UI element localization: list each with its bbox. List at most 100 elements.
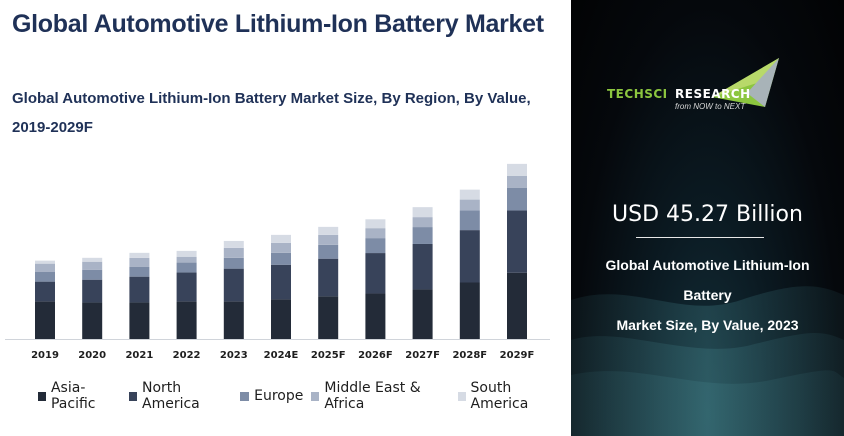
bar-north-america-2019 bbox=[35, 281, 55, 302]
x-tick-label: 2027F bbox=[405, 350, 440, 361]
bar-middle-east-africa-2028f bbox=[459, 199, 480, 211]
legend-item-europe: Europe bbox=[240, 388, 303, 404]
bar-south-america-2028f bbox=[459, 189, 480, 200]
bar-europe-2020 bbox=[82, 269, 103, 280]
logo-techsci-text: TECHSCI bbox=[607, 87, 668, 101]
legend-swatch bbox=[38, 391, 46, 401]
bar-north-america-2029f bbox=[507, 210, 527, 273]
market-description: Global Automotive Lithium-Ion Battery Ma… bbox=[571, 250, 844, 340]
bar-middle-east-africa-2026f bbox=[365, 228, 386, 239]
bar-south-america-2024e bbox=[271, 234, 291, 243]
logo-swoosh-icon bbox=[712, 58, 779, 107]
bar-south-america-2019 bbox=[35, 260, 55, 264]
bar-middle-east-africa-2025f bbox=[318, 234, 339, 245]
bar-europe-2024e bbox=[271, 252, 291, 265]
x-tick-label: 2022 bbox=[173, 350, 201, 361]
legend-item-north-america: North America bbox=[129, 380, 232, 412]
x-tick-label: 2019 bbox=[31, 350, 59, 361]
subtitle-line-1: Global Automotive Lithium-Ion Battery Ma… bbox=[12, 90, 531, 107]
legend-label: Middle East & Africa bbox=[324, 380, 421, 412]
bar-stack-2022 bbox=[176, 250, 197, 339]
x-tick-label: 2024E bbox=[264, 350, 299, 361]
bar-asia-pacific-2026f bbox=[365, 293, 386, 339]
bar-middle-east-africa-2022 bbox=[176, 256, 197, 263]
desc-line-3: Market Size, By Value, 2023 bbox=[616, 317, 799, 333]
bar-asia-pacific-2029f bbox=[507, 272, 527, 339]
legend-swatch bbox=[457, 391, 466, 401]
bar-asia-pacific-2025f bbox=[318, 296, 339, 339]
subtitle-line-2: 2019-2029F bbox=[12, 119, 93, 136]
legend-swatch bbox=[240, 391, 250, 401]
bar-stack-2025f bbox=[318, 226, 339, 339]
bar-north-america-2021 bbox=[129, 276, 150, 303]
bar-south-america-2023 bbox=[223, 240, 244, 248]
bar-north-america-2020 bbox=[82, 279, 103, 303]
page-title: Global Automotive Lithium-Ion Battery Ma… bbox=[12, 10, 544, 38]
bar-south-america-2020 bbox=[82, 257, 103, 262]
legend-item-asia-pacific: Asia-Pacific bbox=[38, 380, 121, 412]
x-tick-label: 2029F bbox=[500, 350, 535, 361]
bar-stack-2021 bbox=[129, 252, 150, 339]
bar-europe-2023 bbox=[223, 257, 244, 269]
bar-stack-2028f bbox=[459, 189, 480, 339]
bar-asia-pacific-2023 bbox=[223, 301, 244, 339]
legend-swatch bbox=[129, 391, 138, 401]
bar-south-america-2026f bbox=[365, 219, 386, 229]
bar-south-america-2027f bbox=[412, 207, 433, 218]
bar-asia-pacific-2027f bbox=[412, 289, 433, 339]
bar-north-america-2024e bbox=[271, 264, 291, 300]
bar-middle-east-africa-2027f bbox=[412, 217, 433, 228]
legend-swatch bbox=[311, 391, 320, 401]
bar-stack-2024e bbox=[271, 234, 291, 339]
bar-europe-2022 bbox=[176, 262, 197, 273]
bar-north-america-2023 bbox=[223, 268, 244, 302]
chart-legend: Asia-Pacific North America Europe Middle Ea… bbox=[38, 380, 570, 412]
bar-middle-east-africa-2023 bbox=[223, 247, 244, 258]
legend-label: North America bbox=[142, 380, 200, 412]
x-tick-label: 2025F bbox=[311, 350, 346, 361]
wave-background bbox=[571, 286, 844, 436]
legend-label: Asia-Pacific bbox=[50, 380, 96, 412]
legend-item-south-america: South America bbox=[457, 380, 562, 412]
bar-stack-2027f bbox=[412, 207, 433, 339]
chart-subtitle: Global Automotive Lithium-Ion Battery Ma… bbox=[12, 84, 552, 142]
x-tick-label: 2028F bbox=[452, 350, 487, 361]
bar-stack-2026f bbox=[365, 219, 386, 339]
x-tick-label: 2020 bbox=[78, 350, 106, 361]
bar-asia-pacific-2020 bbox=[82, 302, 103, 339]
bar-south-america-2021 bbox=[129, 252, 150, 258]
x-tick-label: 2023 bbox=[220, 350, 248, 361]
bar-middle-east-africa-2019 bbox=[35, 263, 55, 272]
bar-north-america-2027f bbox=[412, 243, 433, 290]
bar-europe-2029f bbox=[507, 187, 527, 211]
legend-label: South America bbox=[470, 380, 529, 412]
legend-label: Europe bbox=[254, 388, 304, 404]
desc-line-1: Global Automotive Lithium-Ion bbox=[605, 257, 810, 273]
divider bbox=[636, 237, 764, 238]
bar-south-america-2025f bbox=[318, 226, 339, 235]
market-value: USD 45.27 Billion bbox=[612, 202, 803, 227]
summary-panel: TECHSCI RESEARCH from NOW to NEXT USD 45… bbox=[571, 0, 844, 436]
bar-middle-east-africa-2024e bbox=[271, 242, 291, 253]
bar-middle-east-africa-2020 bbox=[82, 261, 103, 270]
x-tick-label: 2026F bbox=[358, 350, 393, 361]
bar-europe-2021 bbox=[129, 266, 150, 277]
logo-research-text: RESEARCH bbox=[675, 87, 751, 101]
bar-stack-2029f bbox=[507, 163, 527, 339]
bar-europe-2026f bbox=[365, 238, 386, 254]
bar-asia-pacific-2022 bbox=[176, 301, 197, 339]
bar-south-america-2022 bbox=[176, 250, 197, 257]
bar-north-america-2026f bbox=[365, 253, 386, 294]
bar-asia-pacific-2019 bbox=[35, 301, 55, 339]
bar-south-america-2029f bbox=[507, 163, 527, 176]
bar-stack-2020 bbox=[82, 257, 103, 339]
bar-north-america-2028f bbox=[459, 230, 480, 283]
bar-middle-east-africa-2021 bbox=[129, 257, 150, 267]
bar-europe-2027f bbox=[412, 227, 433, 244]
bar-asia-pacific-2028f bbox=[459, 282, 480, 339]
bar-europe-2028f bbox=[459, 210, 480, 231]
bar-asia-pacific-2021 bbox=[129, 302, 150, 339]
bar-stack-2019 bbox=[35, 260, 55, 339]
desc-line-2: Battery bbox=[683, 287, 732, 303]
x-tick-label: 2021 bbox=[125, 350, 153, 361]
